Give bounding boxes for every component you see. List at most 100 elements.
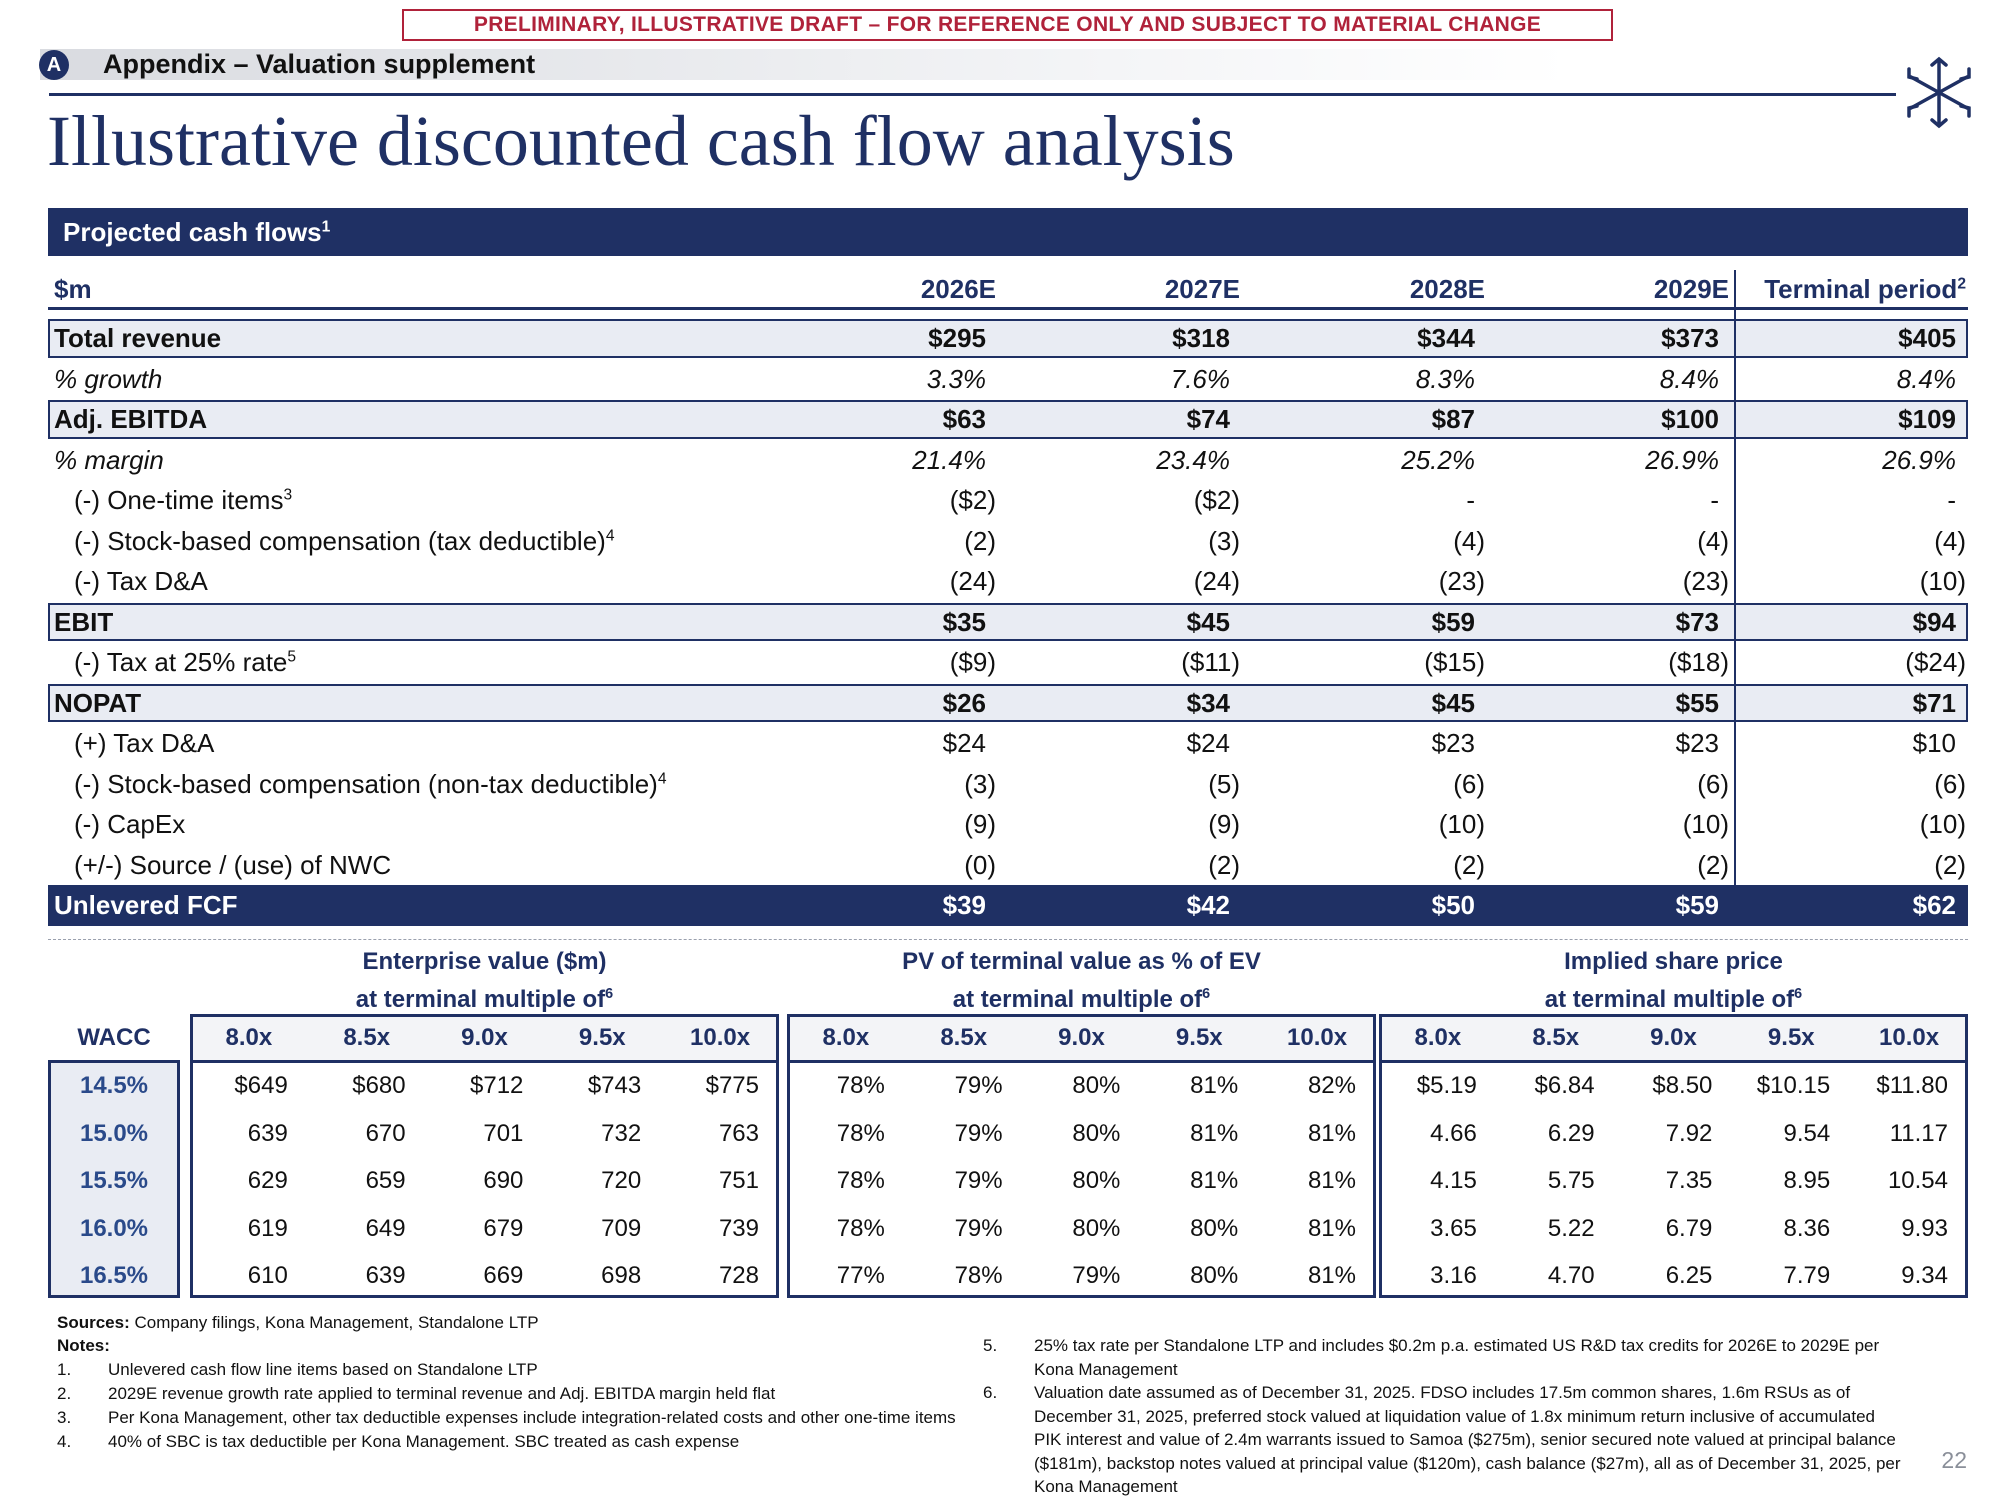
draft-banner-text: PRELIMINARY, ILLUSTRATIVE DRAFT – FOR RE… xyxy=(473,13,1542,36)
cell-value: $63 xyxy=(942,404,986,434)
table-cell: 7.92 xyxy=(1665,1119,1713,1147)
row-label: (-) Stock-based compensation (non-tax de… xyxy=(74,769,667,800)
note-number: 5. xyxy=(983,1336,998,1355)
cell-value: (24) xyxy=(1193,566,1240,596)
row-label: (-) Tax at 25% rate5 xyxy=(74,647,296,678)
logo xyxy=(1907,56,1971,129)
cell-value: $45 xyxy=(1186,606,1230,637)
cell-value: $42 xyxy=(1186,890,1230,920)
cell-value: ($15) xyxy=(1424,647,1485,677)
footnote-ref: 2 xyxy=(1957,275,1966,293)
row-label: Total revenue xyxy=(54,323,221,354)
label-text: (-) CapEx xyxy=(74,809,186,839)
note-text: Valuation date assumed as of December 31… xyxy=(1034,1383,1901,1496)
note-number: 6. xyxy=(983,1383,998,1402)
row-label: (-) Stock-based compensation (tax deduct… xyxy=(74,526,615,557)
table-cell: 679 xyxy=(483,1214,524,1242)
row-label: % margin xyxy=(54,445,164,476)
cell-value: (10) xyxy=(1438,809,1485,839)
column-header: 2026E xyxy=(921,274,996,305)
row-label: (-) One-time items3 xyxy=(74,485,292,516)
cell-value: $71 xyxy=(1912,687,1956,718)
unit-label: $m xyxy=(54,274,92,304)
table-cell: 80% xyxy=(1072,1167,1121,1194)
table-cell: 5.22 xyxy=(1547,1214,1595,1242)
label-text: Unlevered FCF xyxy=(54,890,238,920)
multiple-header: 8.0x xyxy=(1414,1024,1462,1051)
cell-value: (3) xyxy=(964,768,996,799)
table-cell: 80% xyxy=(1072,1214,1121,1242)
cell-value: 26.9% xyxy=(1882,444,1956,475)
multiple-header: 9.5x xyxy=(1767,1024,1815,1051)
table-cell: 81% xyxy=(1307,1119,1356,1147)
table-cell: 669 xyxy=(483,1262,524,1289)
cell-value: ($9) xyxy=(949,647,996,677)
column-header: 2029E xyxy=(1654,274,1729,305)
label-text: (-) Tax D&A xyxy=(74,566,208,596)
table-cell: 9.34 xyxy=(1901,1262,1948,1289)
table-cell: 659 xyxy=(365,1167,406,1194)
label-text: at terminal multiple of xyxy=(1544,986,1795,1013)
label-text: 2028E xyxy=(1409,274,1485,304)
note-text: 2029E revenue growth rate applied to ter… xyxy=(108,1384,776,1403)
multiple-header: 8.0x xyxy=(225,1024,273,1051)
cell-value: $59 xyxy=(1431,606,1475,637)
table-cell: 81% xyxy=(1190,1119,1239,1147)
cell-value: (2) xyxy=(1934,849,1966,880)
label-text: % margin xyxy=(54,444,164,475)
cell-value: ($2) xyxy=(1193,485,1240,515)
cell-value: 25.2% xyxy=(1401,444,1475,475)
table-cell: 79% xyxy=(954,1119,1003,1147)
cell-value: $55 xyxy=(1675,687,1719,718)
footnote-ref: 6 xyxy=(1794,986,1803,1002)
cell-value: (9) xyxy=(964,809,996,839)
label-text: (-) Stock-based compensation (tax deduct… xyxy=(74,525,606,556)
cell-value: 26.9% xyxy=(1645,444,1719,475)
label-text: (+/-) Source / (use) of NWC xyxy=(74,849,392,880)
table-cell: $6.84 xyxy=(1534,1072,1595,1099)
table-cell: 78% xyxy=(836,1214,885,1242)
table-cell: $712 xyxy=(470,1072,524,1099)
row-label: Unlevered FCF xyxy=(54,890,238,921)
note-number: 4. xyxy=(57,1432,72,1451)
cell-value: $59 xyxy=(1675,890,1719,920)
table-cell: 4.66 xyxy=(1430,1119,1477,1147)
note-text: Unlevered cash flow line items based on … xyxy=(108,1360,538,1379)
row-label: (-) Tax D&A xyxy=(74,566,208,597)
cell-value: (3) xyxy=(1208,525,1240,556)
table-cell: 698 xyxy=(601,1262,642,1289)
table-cell: 8.95 xyxy=(1783,1167,1831,1194)
wacc-value: 15.5% xyxy=(79,1167,149,1194)
table-subtitle: at terminal multiple of6 xyxy=(1379,986,1968,1014)
table-cell: 720 xyxy=(601,1167,642,1194)
table-cell: $11.80 xyxy=(1876,1072,1948,1099)
sources: Sources: Company filings, Kona Managemen… xyxy=(57,1311,539,1335)
cell-value: (2) xyxy=(964,525,996,556)
footnote-ref: 4 xyxy=(605,526,615,544)
cell-value: 8.3% xyxy=(1415,363,1475,394)
label-text: (-) One-time items xyxy=(74,485,284,515)
section-badge: A xyxy=(39,50,69,80)
cell-value: (4) xyxy=(1453,525,1485,556)
table-title: Implied share price xyxy=(1564,948,1783,975)
cell-value: $39 xyxy=(942,890,986,920)
table-body-box xyxy=(190,1060,779,1298)
table-cell: 6.29 xyxy=(1547,1119,1595,1147)
table-cell: 11.17 xyxy=(1889,1119,1948,1147)
multiple-header: 9.5x xyxy=(1175,1024,1223,1051)
cell-value: $50 xyxy=(1431,890,1475,920)
multiple-header: 10.0x xyxy=(1287,1024,1348,1051)
table-cell: 10.54 xyxy=(1887,1167,1948,1194)
footnote-ref: 4 xyxy=(657,769,667,787)
cell-value: $109 xyxy=(1898,404,1956,434)
row-label: EBIT xyxy=(54,607,113,638)
final-row-box xyxy=(48,885,1968,926)
label-text: at terminal multiple of xyxy=(355,986,606,1013)
table-cell: 78% xyxy=(954,1262,1003,1289)
table-cell: 80% xyxy=(1190,1214,1239,1242)
table-cell: 670 xyxy=(365,1119,406,1147)
multiple-header: 9.0x xyxy=(1058,1024,1105,1051)
cell-value: (23) xyxy=(1438,566,1485,596)
cell-value: $23 xyxy=(1431,728,1475,758)
multiple-header: 9.5x xyxy=(578,1024,626,1051)
